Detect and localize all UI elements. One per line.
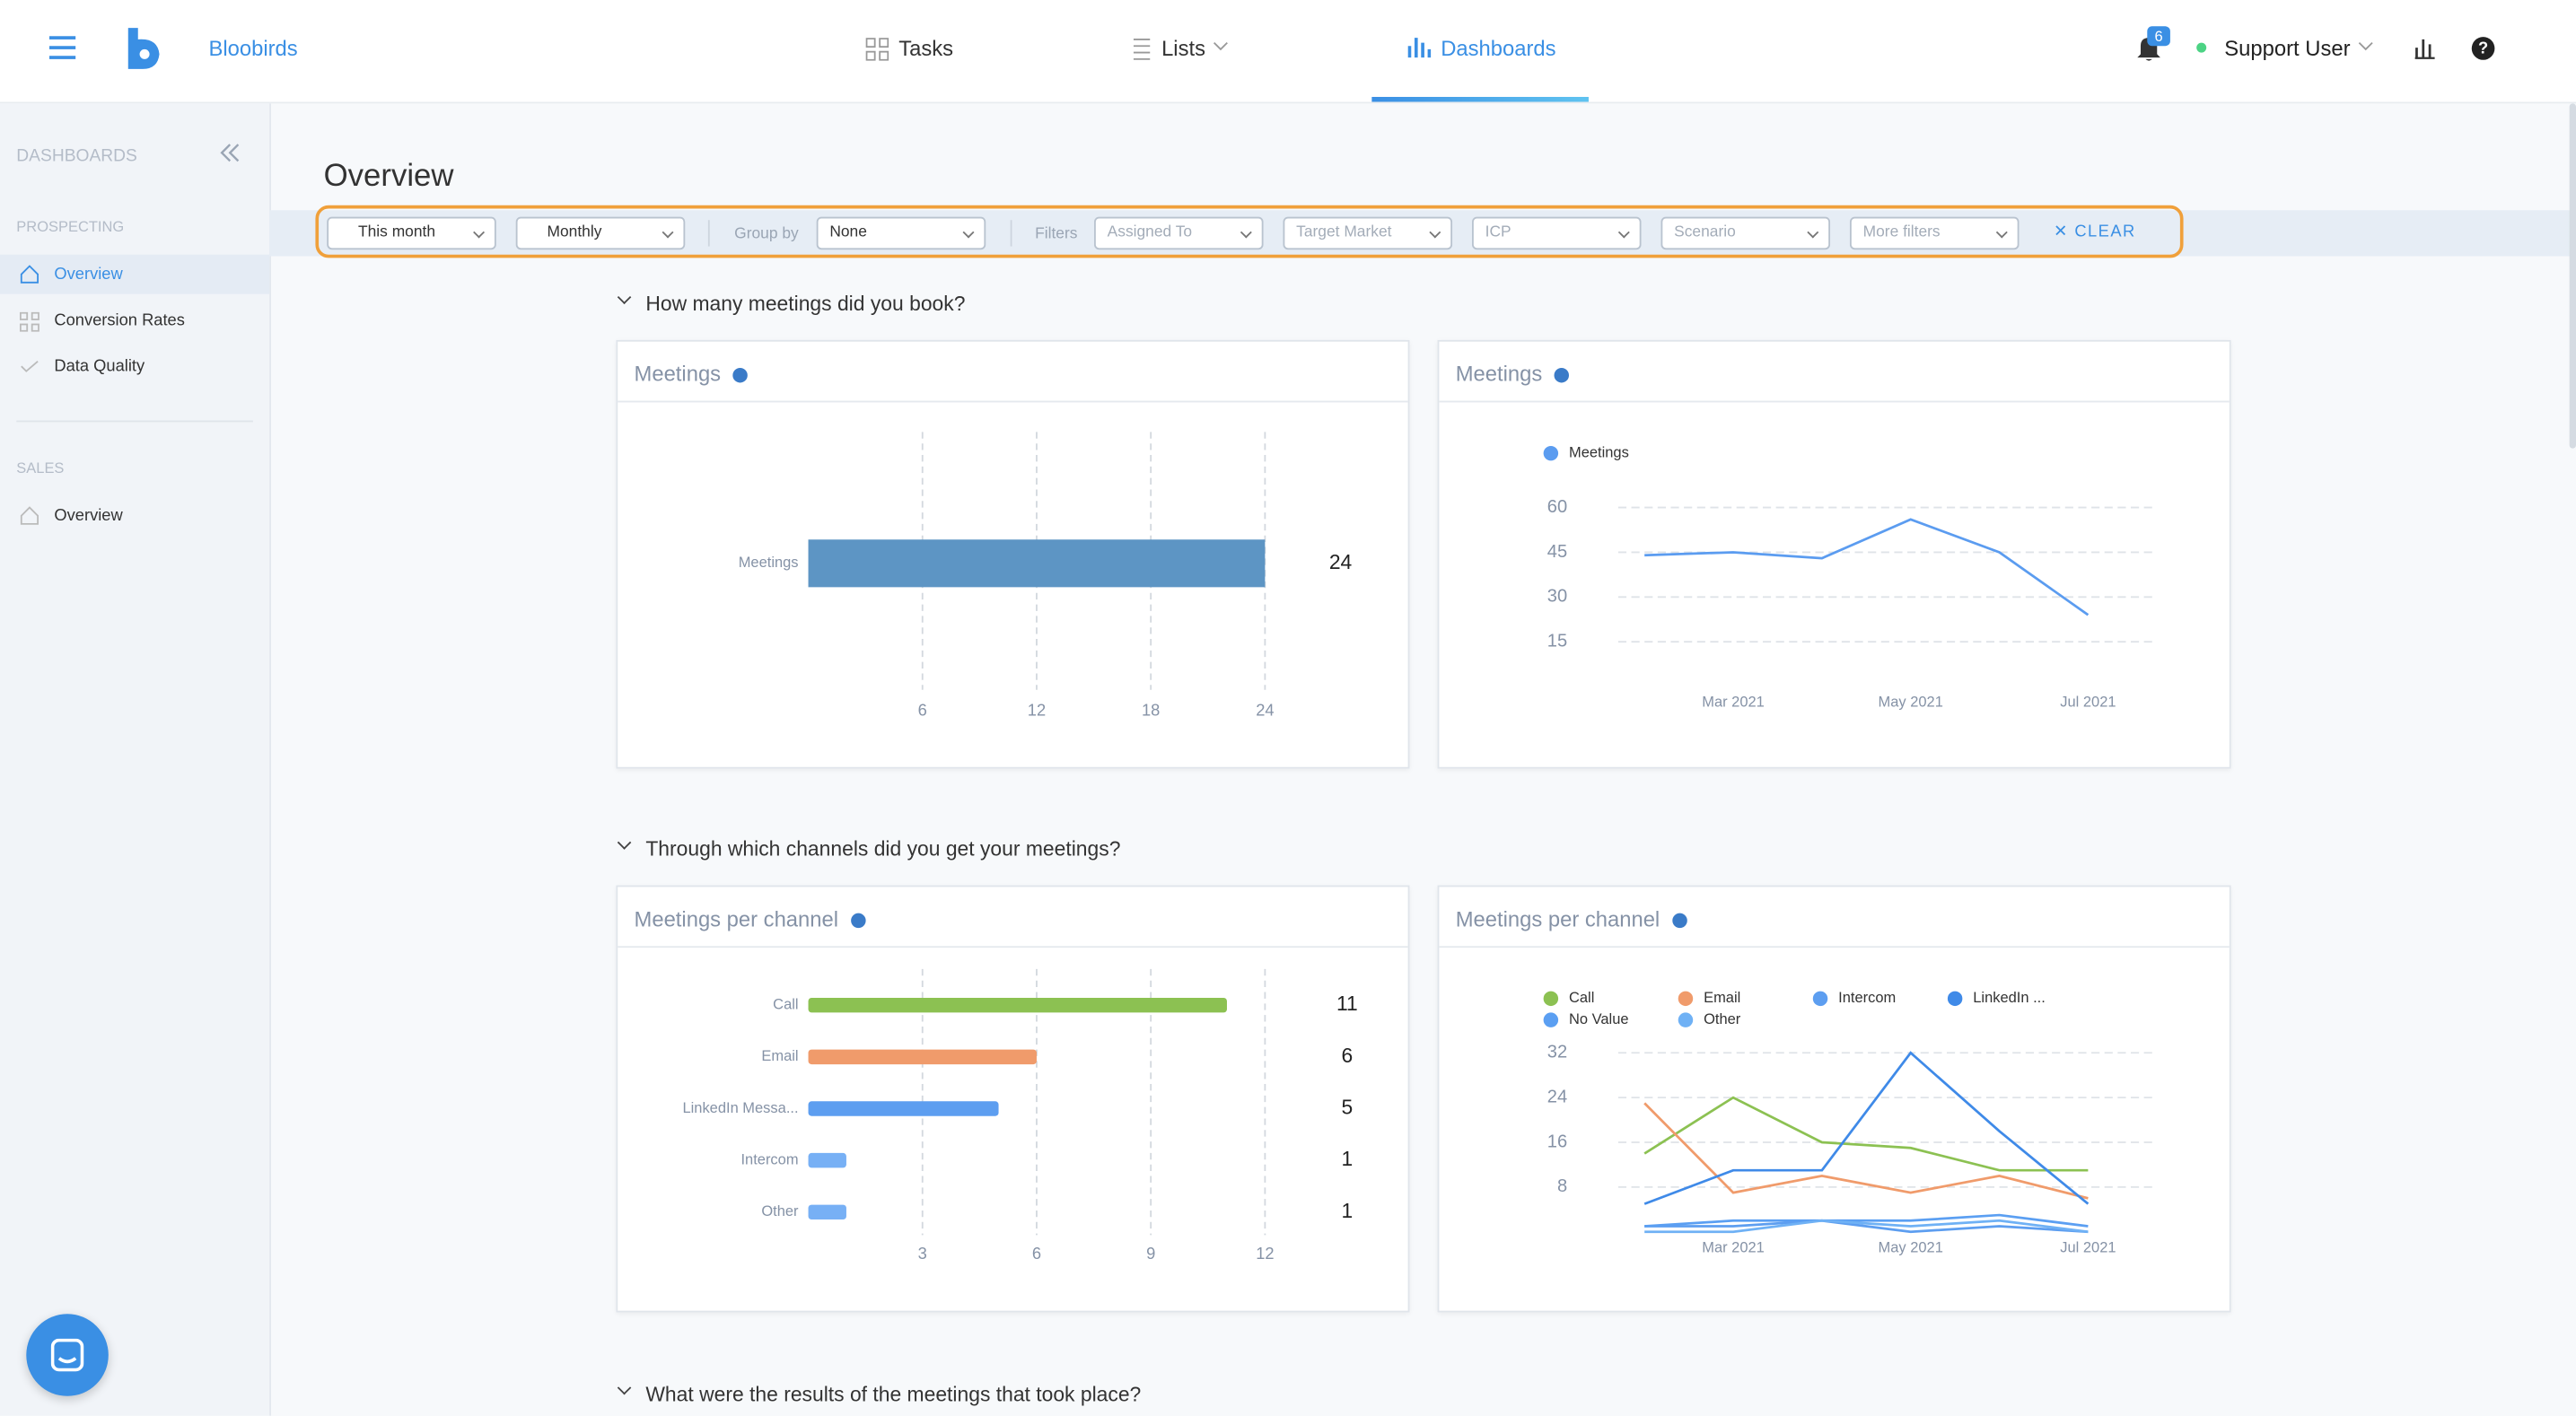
group-by-dropdown[interactable]: None [816,216,986,250]
clear-label: CLEAR [2074,223,2136,242]
active-underline [1371,96,1589,102]
nav-item[interactable]: Lists [1161,36,1205,61]
info-icon[interactable] [1555,368,1570,383]
lists-icon [1133,39,1151,60]
collapse-chevron[interactable] [617,835,632,850]
chart-card: Meetings per channel [1437,885,2231,1313]
info-icon[interactable] [733,368,749,383]
status-dot [2196,42,2207,53]
card-title: Meetings [635,362,749,386]
help-icon[interactable]: ? [2471,36,2495,60]
divider [16,420,253,423]
separator [707,220,710,247]
sidebar-item[interactable]: Overview [54,507,123,526]
highlight-box [315,205,2184,258]
chat-button[interactable] [26,1314,109,1396]
brand[interactable]: Bloobirds [208,36,298,61]
sidebar-item[interactable]: Conversion Rates [54,311,185,330]
collapse-chevron[interactable] [617,290,632,305]
info-icon[interactable] [1672,913,1687,929]
stats-icon[interactable] [2414,36,2437,59]
collapse-chevron[interactable] [617,1380,632,1395]
info-icon[interactable] [851,913,866,929]
card-title-text: Meetings per channel [634,906,839,931]
section-heading: Through which channels did you get your … [645,837,1121,861]
card-title-text: Meetings per channel [1455,906,1660,931]
chart-card: Meetings [1437,339,2231,769]
filter-dropdown[interactable]: ICP [1472,216,1642,250]
separator [1010,220,1012,247]
card-header [618,887,1408,948]
top-nav [0,0,2576,104]
filter-dropdown[interactable]: Scenario [1660,216,1831,250]
sidebar-section: PROSPECTING [16,218,125,235]
active-item-bg [0,254,270,294]
svg-text:?: ? [2478,39,2488,57]
card-title: Meetings per channel [1456,906,1687,931]
clear-button[interactable]: ✕ CLEAR [2053,223,2136,242]
grid-icon [19,311,39,332]
card-header [618,342,1408,403]
chart-card: Meetings [616,339,1410,769]
collapse-icon[interactable] [218,143,241,162]
home-icon [20,265,39,284]
group-by-label: Group by [734,224,799,243]
sidebar [0,103,272,1416]
home-icon [20,506,39,525]
chart-card: Meetings per channel [616,885,1410,1313]
dashboards-icon [1407,38,1432,58]
card-header [1439,887,2230,948]
logo[interactable] [125,24,164,70]
filter-dropdown[interactable]: Assigned To [1094,216,1264,250]
section-heading: What were the results of the meetings th… [645,1383,1142,1406]
menu-icon[interactable] [48,34,79,60]
chat-icon [50,1338,84,1372]
sidebar-title: DASHBOARDS [16,145,137,166]
sidebar-section: SALES [16,459,65,476]
page-title: Overview [323,159,454,194]
card-title-text: Meetings [1455,361,1543,387]
section-heading: How many meetings did you book? [645,292,966,316]
date-dropdown[interactable]: This month [327,216,496,250]
chevron [1213,41,1228,51]
filters-label: Filters [1035,224,1078,243]
card-header [1439,342,2230,403]
scrollbar [2569,103,2576,449]
sidebar-item[interactable]: Overview [54,266,123,284]
user-name[interactable]: Support User [2224,36,2351,61]
card-title: Meetings [1456,362,1570,386]
nav-item-active[interactable]: Dashboards [1441,36,1556,61]
check-icon [21,360,39,372]
sidebar-item[interactable]: Data Quality [54,358,145,377]
filter-dropdown[interactable]: More filters [1849,216,2020,250]
card-title: Meetings per channel [635,906,866,931]
card-title-text: Meetings [634,361,722,387]
tasks-icon [865,38,889,61]
notification-badge: 6 [2147,26,2170,47]
chevron [2358,41,2373,51]
period-dropdown[interactable]: Monthly [515,216,686,250]
nav-item[interactable]: Tasks [898,36,954,61]
filter-dropdown[interactable]: Target Market [1283,216,1453,250]
